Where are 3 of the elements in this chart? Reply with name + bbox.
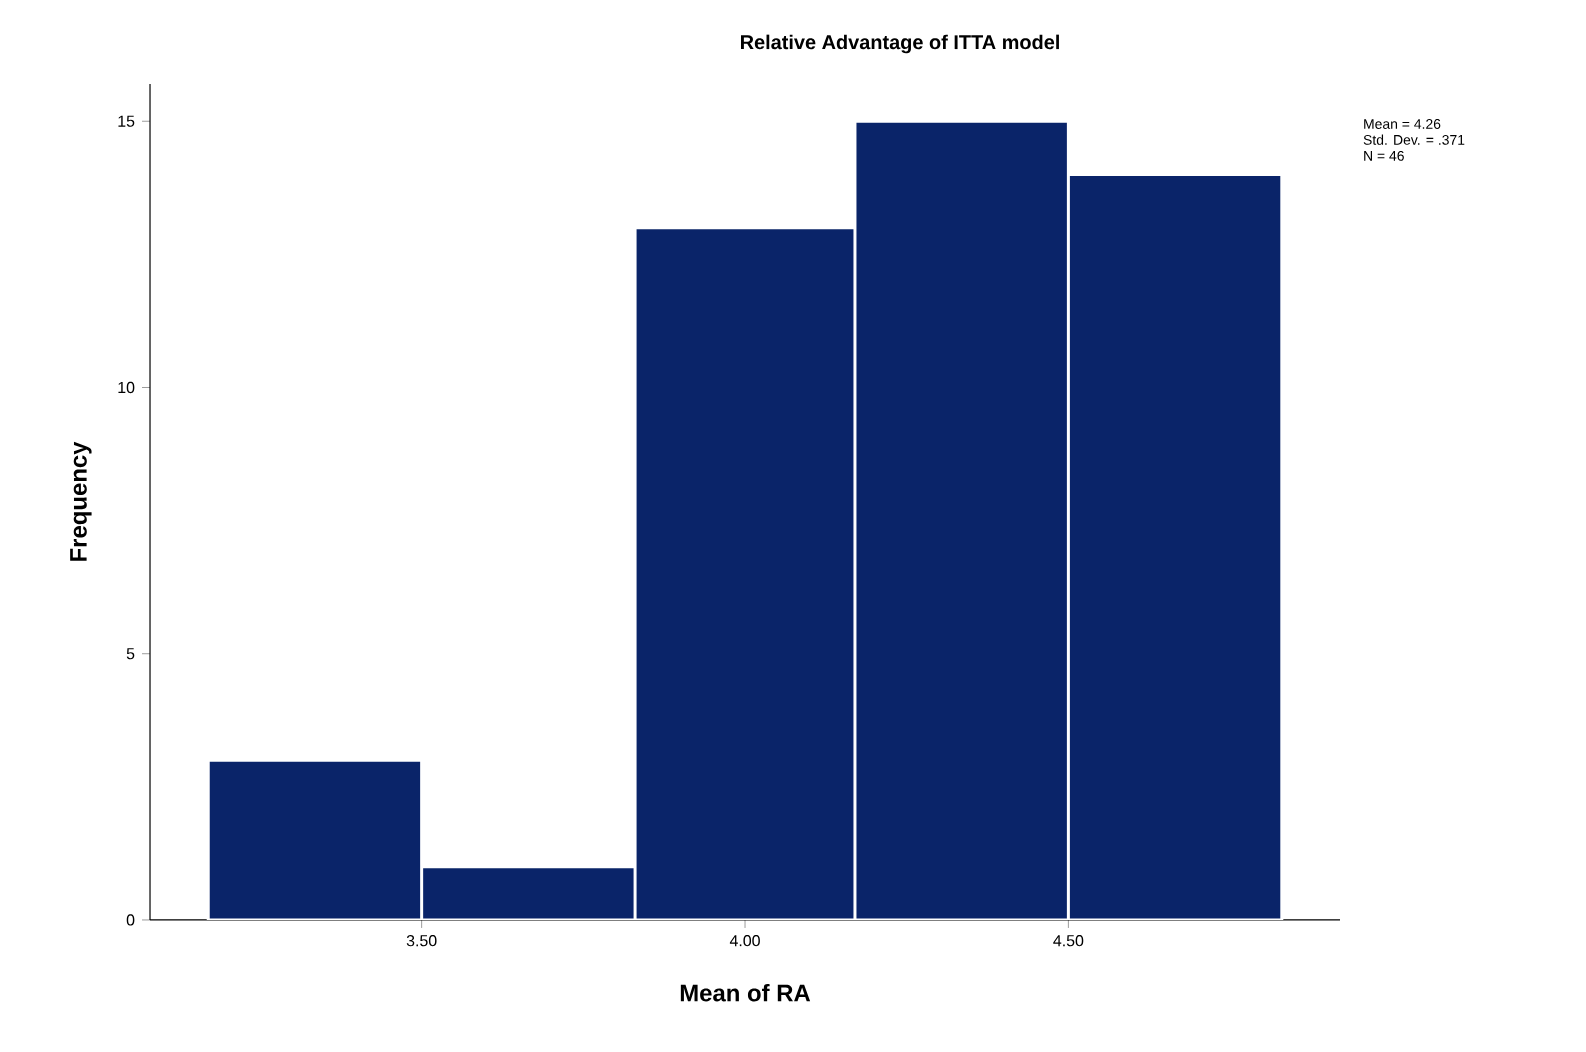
y-axis-title: Frequency [70,441,92,561]
x-axis-title: Mean of RA [680,983,811,1002]
chart-title: Relative Advantage of ITTA model [741,34,1059,54]
